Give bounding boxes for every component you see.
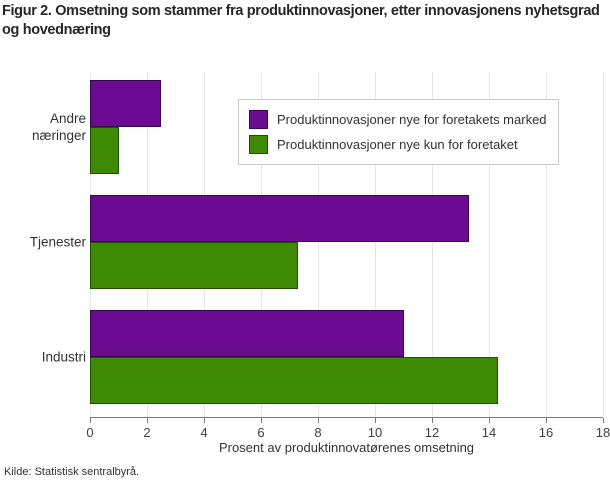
bar-series-1 [90, 242, 299, 289]
tick-label: 2 [143, 425, 151, 440]
tick-mark [261, 418, 262, 423]
tick-label: 16 [538, 425, 554, 440]
legend-swatch-green [249, 135, 268, 154]
gridline [489, 72, 490, 417]
x-axis-label: Prosent av produktinnovatørenes omsetnin… [218, 440, 475, 455]
tick-label: 14 [481, 425, 497, 440]
tick-mark [147, 418, 148, 423]
category-label: Andre næringer [31, 111, 86, 143]
x-axis: 0 2 4 6 8 10 12 14 16 18 [86, 417, 610, 454]
bar-series-1 [90, 127, 119, 174]
category-label: Industri [41, 349, 86, 365]
tick-label: 8 [314, 425, 322, 440]
legend-label: Produktinnovasjoner nye for foretakets m… [277, 112, 547, 127]
legend-item-marked: Produktinnovasjoner nye for foretakets m… [249, 107, 547, 132]
gridline [603, 72, 604, 417]
legend-swatch-purple [249, 110, 268, 129]
category-label: Tjenester [29, 234, 86, 250]
tick-mark [432, 418, 433, 423]
bar-series-0 [90, 80, 162, 127]
tick-mark [546, 418, 547, 423]
tick-label: 6 [257, 425, 265, 440]
bar-series-0 [90, 310, 404, 357]
tick-mark [90, 418, 91, 423]
source-note: Kilde: Statistisk sentralbyrå. [4, 466, 140, 478]
tick-label: 4 [200, 425, 208, 440]
tick-mark [603, 418, 604, 423]
tick-label: 0 [86, 425, 94, 440]
plot-area: Produktinnovasjoner nye for foretakets m… [90, 72, 604, 417]
tick-mark [204, 418, 205, 423]
gridline [375, 72, 376, 417]
chart-title: Figur 2. Omsetning som stammer fra produ… [2, 3, 600, 38]
legend: Produktinnovasjoner nye for foretakets m… [238, 99, 559, 165]
tick-mark [318, 418, 319, 423]
legend-item-kun: Produktinnovasjoner nye kun for foretake… [249, 132, 547, 157]
tick-label: 10 [367, 425, 383, 440]
legend-label: Produktinnovasjoner nye kun for foretake… [277, 137, 518, 152]
gridline [432, 72, 433, 417]
tick-mark [375, 418, 376, 423]
category-labels: Andre næringer Tjenester Industri [0, 72, 86, 417]
gridline [546, 72, 547, 417]
bar-series-1 [90, 357, 498, 404]
tick-mark [489, 418, 490, 423]
tick-label: 18 [595, 425, 610, 440]
bar-series-0 [90, 195, 470, 242]
tick-label: 12 [424, 425, 440, 440]
gridline [318, 72, 319, 417]
